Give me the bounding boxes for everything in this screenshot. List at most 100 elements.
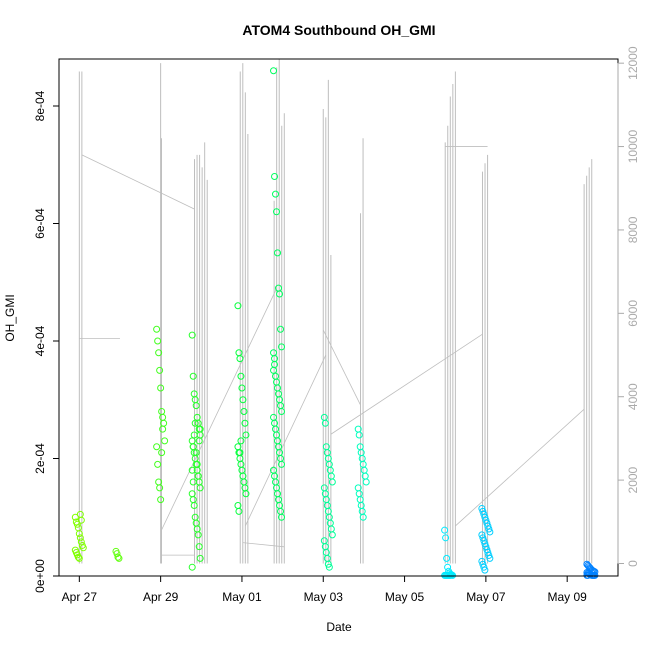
data-point bbox=[478, 557, 486, 565]
data-point bbox=[77, 516, 85, 524]
secondary-transit-line bbox=[455, 408, 585, 527]
data-point bbox=[442, 534, 450, 542]
data-point bbox=[278, 513, 286, 521]
data-point bbox=[328, 531, 336, 539]
point-series bbox=[71, 67, 599, 579]
y2-axis: 0 2000 4000 6000 8000 10000 12000 bbox=[617, 46, 640, 567]
data-point bbox=[237, 437, 245, 445]
y-tick-label: 6e-04 bbox=[33, 208, 47, 239]
data-point bbox=[485, 551, 493, 559]
data-point bbox=[155, 349, 163, 357]
secondary-transit-line bbox=[242, 542, 285, 548]
x-tick-label: May 01 bbox=[222, 590, 262, 604]
data-point bbox=[195, 543, 203, 551]
data-point bbox=[270, 366, 278, 374]
x-axis: Apr 27 Apr 29 May 01 May 03 May 05 May 07 May … bbox=[62, 575, 588, 604]
data-point bbox=[157, 496, 165, 504]
data-point bbox=[190, 431, 198, 439]
data-point bbox=[484, 549, 492, 556]
data-point bbox=[238, 384, 246, 392]
data-point bbox=[278, 408, 286, 415]
data-point bbox=[441, 526, 449, 534]
y-tick-label: 2e-04 bbox=[33, 443, 47, 474]
data-point bbox=[482, 516, 490, 524]
data-point bbox=[156, 484, 164, 492]
x-axis-label: Date bbox=[326, 620, 352, 634]
secondary-series bbox=[78, 59, 593, 564]
y2-tick-label: 12000 bbox=[626, 46, 640, 80]
x-tick-label: May 07 bbox=[466, 590, 506, 604]
data-point bbox=[479, 507, 487, 515]
data-point bbox=[277, 325, 285, 333]
x-tick-label: May 09 bbox=[548, 590, 588, 604]
data-point bbox=[478, 504, 486, 512]
x-tick-label: Apr 29 bbox=[143, 590, 179, 604]
data-point bbox=[77, 538, 85, 546]
secondary-transit-line bbox=[161, 288, 278, 531]
data-point bbox=[481, 566, 489, 574]
data-point bbox=[75, 530, 83, 538]
data-point bbox=[236, 355, 244, 363]
data-point bbox=[485, 525, 493, 533]
data-point bbox=[443, 554, 451, 562]
data-point bbox=[359, 513, 367, 521]
data-point bbox=[584, 571, 592, 579]
data-point bbox=[321, 419, 329, 427]
data-point bbox=[161, 437, 169, 445]
y2-tick-label: 0 bbox=[626, 560, 640, 567]
data-point bbox=[484, 522, 492, 530]
data-point bbox=[274, 249, 282, 257]
data-point bbox=[154, 337, 162, 345]
data-point bbox=[355, 431, 363, 439]
secondary-transit-line bbox=[244, 354, 327, 527]
data-point bbox=[480, 510, 488, 518]
data-point bbox=[483, 546, 491, 554]
data-point bbox=[235, 507, 243, 515]
data-point bbox=[194, 472, 202, 480]
data-point bbox=[189, 443, 197, 451]
data-point bbox=[190, 502, 198, 509]
data-point bbox=[447, 571, 455, 579]
data-point bbox=[195, 437, 203, 445]
data-point bbox=[273, 208, 281, 216]
data-point bbox=[486, 528, 494, 536]
data-point bbox=[278, 460, 286, 468]
data-point bbox=[154, 460, 162, 468]
data-point bbox=[157, 384, 165, 392]
data-point bbox=[486, 554, 494, 562]
data-point bbox=[328, 478, 336, 486]
data-point bbox=[272, 190, 280, 198]
x-tick-label: Apr 27 bbox=[62, 590, 98, 604]
data-point bbox=[191, 419, 199, 427]
data-point bbox=[483, 519, 491, 527]
data-point bbox=[113, 550, 121, 558]
data-point bbox=[271, 355, 279, 363]
data-point bbox=[188, 466, 196, 474]
data-point bbox=[114, 553, 122, 561]
data-point bbox=[153, 443, 161, 451]
data-point bbox=[236, 449, 244, 457]
data-point bbox=[153, 325, 161, 333]
data-point bbox=[73, 520, 81, 528]
data-point bbox=[156, 366, 164, 374]
data-point bbox=[115, 554, 123, 562]
secondary-transit-line bbox=[81, 154, 195, 210]
data-point bbox=[159, 425, 167, 433]
data-point bbox=[158, 449, 166, 457]
data-point bbox=[278, 343, 286, 351]
data-point bbox=[362, 478, 370, 486]
x-tick-label: May 05 bbox=[385, 590, 425, 604]
data-point bbox=[189, 478, 197, 486]
data-point bbox=[324, 560, 332, 568]
data-point bbox=[188, 331, 196, 339]
data-point bbox=[482, 543, 490, 551]
data-point bbox=[276, 290, 284, 298]
data-point bbox=[189, 372, 197, 380]
data-point bbox=[196, 425, 204, 433]
y2-tick-label: 4000 bbox=[626, 383, 640, 410]
data-point bbox=[192, 449, 200, 457]
data-point bbox=[74, 553, 82, 561]
data-point bbox=[234, 302, 242, 310]
data-point bbox=[237, 372, 245, 380]
secondary-transit-line bbox=[330, 333, 483, 435]
